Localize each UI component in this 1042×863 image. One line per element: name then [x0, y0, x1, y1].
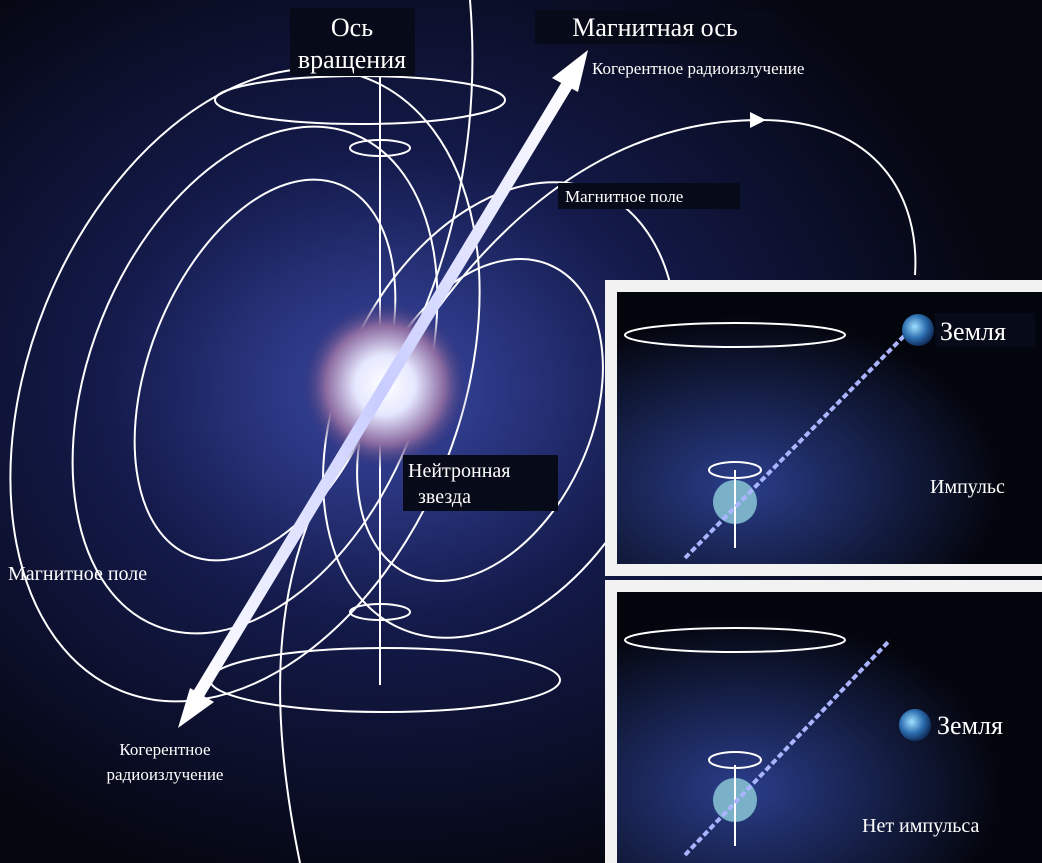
rotation-axis-label: Ось: [331, 13, 373, 42]
earth-label: Земля: [940, 317, 1006, 346]
radio-label: Когерентное радиоизлучение: [592, 59, 804, 78]
labels: Ось вращения Магнитная ось Когерентное р…: [8, 8, 1006, 837]
field-label: Магнитное поле: [565, 187, 683, 206]
earth-label: Земля: [937, 711, 1003, 740]
rotation-axis-label: вращения: [298, 45, 406, 74]
inset-2: [605, 580, 1042, 863]
radio-label: Когерентное: [119, 740, 210, 759]
pulse-label: Импульс: [930, 476, 1005, 498]
no-pulse-label: Нет импульса: [862, 815, 979, 837]
neutron-star-label: звезда: [418, 486, 471, 508]
field-label: Магнитное поле: [8, 563, 147, 585]
radio-label: радиоизлучение: [107, 765, 224, 784]
magnetic-axis-label: Магнитная ось: [572, 13, 738, 42]
magnetic-axis: [178, 50, 588, 728]
neutron-star-label: Нейтронная: [408, 460, 511, 482]
inset-1: [605, 280, 1042, 576]
